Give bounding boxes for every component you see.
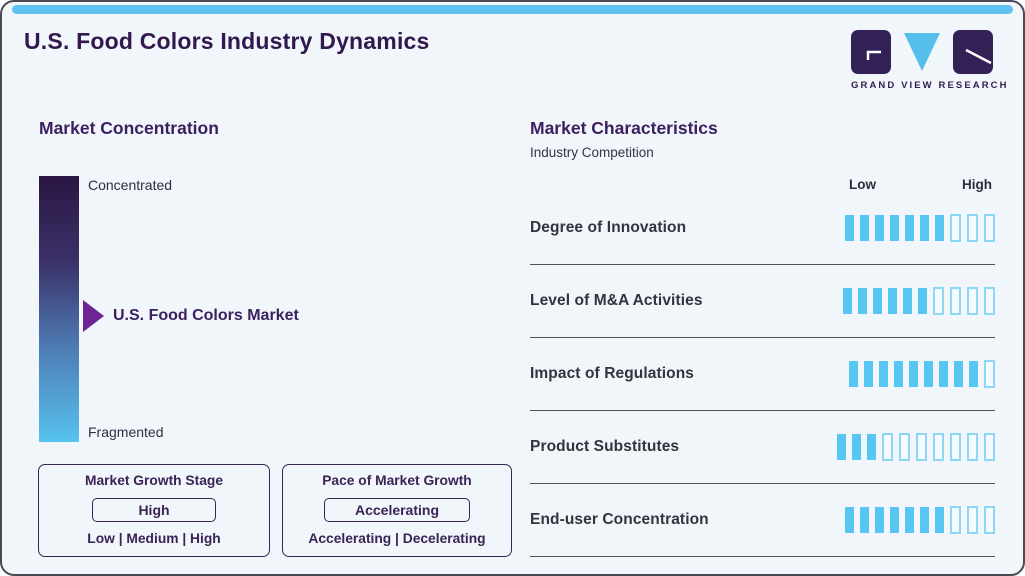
rating-bar-filled [918, 288, 927, 314]
rating-bar-filled [849, 361, 858, 387]
pace-title: Pace of Market Growth [322, 473, 472, 488]
rating-bar-filled [860, 507, 869, 533]
rating-bar-filled [837, 434, 846, 460]
concentration-gradient-bar [39, 176, 79, 442]
rating-bar-filled [852, 434, 861, 460]
characteristic-row: Level of M&A Activities [530, 265, 995, 338]
rating-bar-filled [890, 215, 899, 241]
characteristic-label: Impact of Regulations [530, 365, 695, 382]
gvr-logo-wordmark: GRAND VIEW RESEARCH [851, 80, 1009, 91]
concentrated-label: Concentrated [88, 177, 173, 193]
rating-bar-filled [888, 288, 897, 314]
rating-bar-filled [867, 434, 876, 460]
rating-bar-empty [984, 506, 995, 534]
rating-bar-filled [903, 288, 912, 314]
rating-bar-filled [873, 288, 882, 314]
scale-low-label: Low [849, 177, 876, 192]
rating-bar-filled [894, 361, 903, 387]
rating-bar-filled [909, 361, 918, 387]
rating-bar-filled [879, 361, 888, 387]
rating-bar-filled [864, 361, 873, 387]
rating-bar-empty [984, 360, 995, 388]
rating-bar-filled [875, 215, 884, 241]
rating-bars [845, 214, 995, 242]
rating-bar-empty [967, 506, 978, 534]
logo-v-triangle-icon [904, 33, 940, 71]
characteristic-label: Degree of Innovation [530, 219, 687, 236]
rating-bar-filled [860, 215, 869, 241]
rating-bar-filled [935, 215, 944, 241]
rating-bar-filled [935, 507, 944, 533]
pace-of-growth-box: Pace of Market Growth Accelerating Accel… [282, 464, 512, 557]
market-characteristics-heading: Market Characteristics [530, 118, 718, 138]
rating-bar-empty [967, 433, 978, 461]
scale-high-label: High [962, 177, 992, 192]
rating-bar-empty [933, 287, 944, 315]
rating-bar-filled [969, 361, 978, 387]
rating-bar-empty [899, 433, 910, 461]
rating-bar-filled [905, 507, 914, 533]
characteristic-row: Impact of Regulations [530, 338, 995, 411]
rating-bar-empty [950, 506, 961, 534]
rating-bar-filled [890, 507, 899, 533]
market-position-pointer: U.S. Food Colors Market [83, 300, 299, 332]
market-position-label: U.S. Food Colors Market [113, 307, 299, 324]
rating-bar-filled [845, 507, 854, 533]
characteristic-label: Level of M&A Activities [530, 292, 703, 309]
growth-stage-title: Market Growth Stage [85, 473, 223, 488]
rating-bar-empty [984, 214, 995, 242]
rating-bar-filled [920, 507, 929, 533]
rating-bar-filled [924, 361, 933, 387]
rating-bar-filled [875, 507, 884, 533]
industry-competition-subheading: Industry Competition [530, 145, 654, 160]
logo-r-block-icon [953, 29, 993, 74]
characteristics-list: Degree of Innovation Level of M&A Activit… [530, 192, 995, 557]
gvr-logo-marks [851, 29, 993, 74]
rating-bar-filled [939, 361, 948, 387]
gvr-logo: GRAND VIEW RESEARCH [851, 29, 1009, 91]
pace-selected-badge: Accelerating [324, 497, 470, 522]
rating-bar-filled [954, 361, 963, 387]
market-concentration-scale: Concentrated U.S. Food Colors Market Fra… [39, 176, 499, 442]
characteristic-row: End-user Concentration [530, 484, 995, 557]
top-accent-bar [12, 5, 1013, 14]
rating-bar-empty [950, 214, 961, 242]
rating-bar-filled [858, 288, 867, 314]
fragmented-label: Fragmented [88, 424, 164, 440]
characteristic-row: Degree of Innovation [530, 192, 995, 265]
rating-bar-empty [950, 287, 961, 315]
rating-bar-filled [920, 215, 929, 241]
rating-bar-filled [905, 215, 914, 241]
characteristic-label: End-user Concentration [530, 511, 709, 528]
rating-bars [843, 287, 995, 315]
logo-g-block-icon [851, 29, 891, 74]
page-title: U.S. Food Colors Industry Dynamics [24, 28, 430, 54]
rating-bars [849, 360, 995, 388]
rating-bar-filled [845, 215, 854, 241]
rating-bars [837, 433, 995, 461]
growth-stage-selected-badge: High [92, 497, 216, 522]
rating-bar-empty [984, 433, 995, 461]
rating-bar-empty [967, 214, 978, 242]
rating-bar-filled [843, 288, 852, 314]
rating-bars [845, 506, 995, 534]
rating-bar-empty [967, 287, 978, 315]
rating-bar-empty [882, 433, 893, 461]
pointer-arrow-icon [83, 300, 104, 332]
characteristic-label: Product Substitutes [530, 438, 680, 455]
rating-bar-empty [933, 433, 944, 461]
rating-bar-empty [950, 433, 961, 461]
market-concentration-heading: Market Concentration [39, 118, 219, 138]
growth-stage-options: Low | Medium | High [87, 531, 221, 546]
rating-bar-empty [984, 287, 995, 315]
characteristic-row: Product Substitutes [530, 411, 995, 484]
pace-options: Accelerating | Decelerating [308, 531, 486, 546]
market-growth-stage-box: Market Growth Stage High Low | Medium | … [38, 464, 270, 557]
rating-bar-empty [916, 433, 927, 461]
